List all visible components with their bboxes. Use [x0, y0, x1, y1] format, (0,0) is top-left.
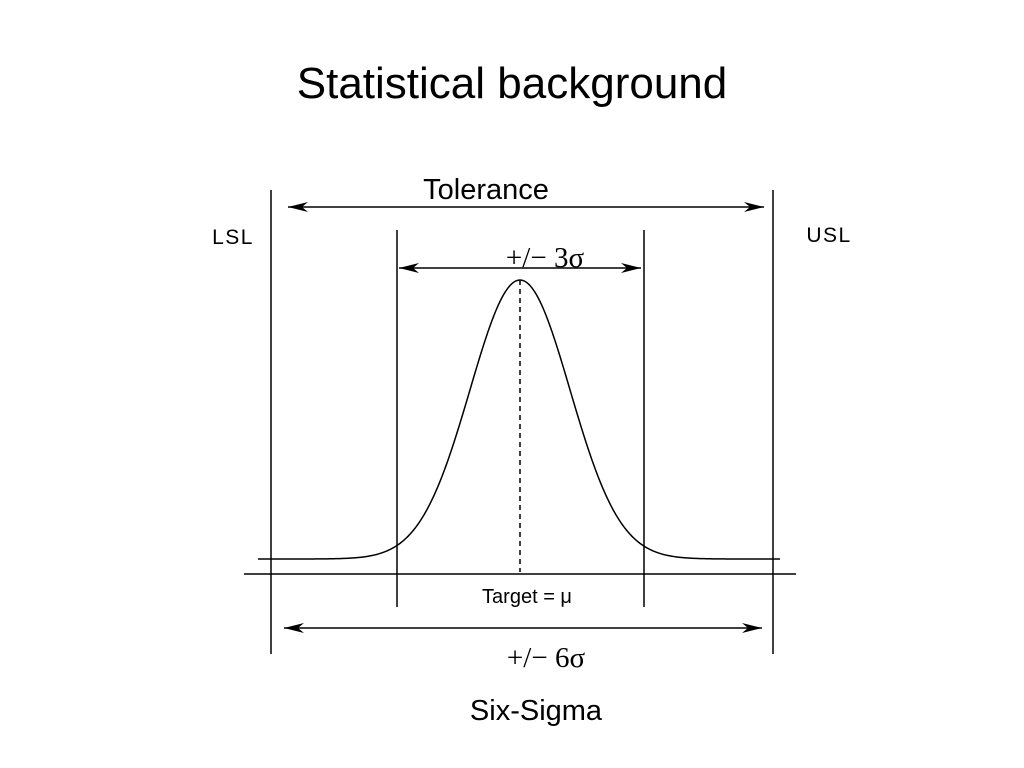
- usl-label: USL: [806, 224, 851, 247]
- six-sigma-label: +/− 6σ: [507, 642, 586, 674]
- target-label: Target = μ: [482, 586, 572, 608]
- three-sigma-label: +/− 3σ: [506, 242, 585, 274]
- six-sigma-caption: Six-Sigma: [470, 695, 603, 727]
- slide-title: Statistical background: [296, 59, 728, 108]
- lsl-label: LSL: [212, 226, 254, 249]
- tolerance-label: Tolerance: [423, 174, 549, 206]
- normal-distribution-curve: [258, 279, 780, 560]
